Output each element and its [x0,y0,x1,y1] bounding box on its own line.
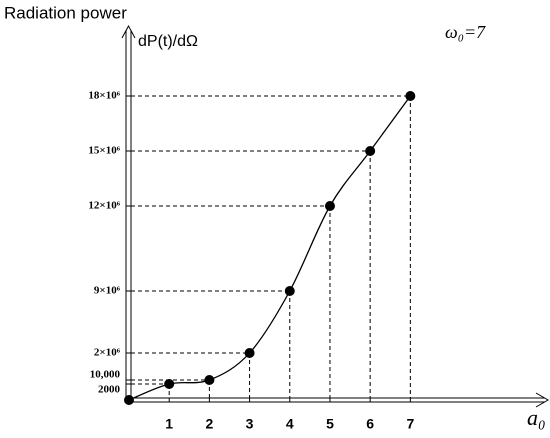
chart-title: Radiation power [4,3,127,22]
point [164,379,175,389]
y-tick-label: 18×10⁶ [88,90,120,102]
x-tick-label: 2 [205,416,213,432]
point [204,375,215,385]
point [405,91,416,101]
y-tick-label: 2000 [98,384,121,396]
axes [121,24,549,408]
x-tick-label: 3 [246,416,254,432]
y-tick-label: 9×10⁶ [94,285,121,297]
x-tick-label: 1 [165,416,173,432]
x-tick-label: 5 [326,416,334,432]
point [324,201,335,211]
annotation: ω₀=7 [445,22,486,42]
y-axis-label: dP(t)/dΩ [138,33,198,50]
y-tick-label: 10,000 [90,369,121,381]
y-tick-label: 2×10⁶ [94,347,121,359]
curve [128,95,411,401]
y-tick-label: 15×10⁶ [88,145,120,157]
point [365,146,376,156]
x-tick-label: 7 [406,416,414,432]
x-tick-label: 4 [286,416,294,432]
point [244,348,255,358]
point [284,286,295,296]
x-axis-label: a₀ [527,405,546,430]
y-tick-label: 12×10⁶ [88,200,120,212]
x-tick-label: 6 [366,416,374,432]
point [124,395,134,405]
